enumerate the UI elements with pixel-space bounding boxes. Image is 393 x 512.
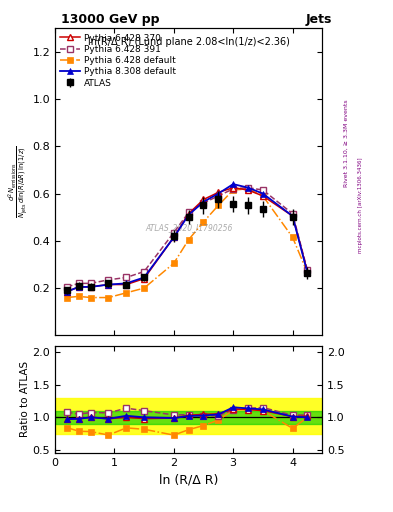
Pythia 6.428 391	[88, 280, 93, 286]
Pythia 6.428 default	[231, 187, 235, 193]
Line: Pythia 6.428 default: Pythia 6.428 default	[64, 186, 310, 301]
Pythia 6.428 default	[186, 237, 191, 243]
Pythia 6.428 default	[246, 186, 250, 192]
Legend: Pythia 6.428 370, Pythia 6.428 391, Pythia 6.428 default, Pythia 8.308 default, : Pythia 6.428 370, Pythia 6.428 391, Pyth…	[59, 33, 177, 89]
Text: ATLAS_2020_I1790256: ATLAS_2020_I1790256	[145, 223, 232, 232]
Pythia 6.428 370	[124, 282, 129, 288]
Pythia 8.308 default	[186, 212, 191, 218]
Pythia 6.428 default	[171, 260, 176, 266]
Pythia 6.428 default	[142, 285, 147, 291]
Pythia 6.428 391	[290, 210, 295, 217]
Pythia 6.428 default	[76, 293, 81, 300]
Bar	[55, 398, 322, 434]
Pythia 6.428 370	[64, 289, 69, 295]
Pythia 8.308 default	[142, 274, 147, 281]
Pythia 6.428 391	[76, 280, 81, 286]
Pythia 8.308 default	[201, 199, 206, 205]
Pythia 6.428 391	[171, 229, 176, 236]
Line: Pythia 8.308 default: Pythia 8.308 default	[64, 181, 310, 295]
Text: ln(R/Δ R) (Lund plane 2.08<ln(1/z)<2.36): ln(R/Δ R) (Lund plane 2.08<ln(1/z)<2.36)	[88, 37, 290, 48]
Pythia 6.428 370	[246, 187, 250, 193]
Pythia 6.428 default	[261, 193, 265, 199]
Pythia 6.428 370	[171, 234, 176, 240]
Pythia 6.428 370	[186, 210, 191, 217]
Pythia 6.428 default	[216, 202, 221, 208]
Text: 13000 GeV pp: 13000 GeV pp	[61, 13, 160, 26]
Pythia 6.428 370	[76, 284, 81, 290]
Text: mcplots.cern.ch [arXiv:1306.3436]: mcplots.cern.ch [arXiv:1306.3436]	[358, 157, 363, 252]
Pythia 6.428 default	[290, 234, 295, 240]
Pythia 8.308 default	[231, 181, 235, 187]
Pythia 6.428 370	[216, 189, 221, 196]
Pythia 6.428 391	[106, 277, 111, 283]
Bar	[55, 411, 322, 424]
Pythia 8.308 default	[171, 234, 176, 240]
Pythia 6.428 370	[305, 268, 310, 274]
Pythia 6.428 391	[246, 185, 250, 191]
Pythia 6.428 370	[142, 275, 147, 282]
Text: Jets: Jets	[306, 13, 332, 26]
Pythia 6.428 default	[124, 290, 129, 296]
Pythia 8.308 default	[246, 185, 250, 191]
Pythia 6.428 default	[88, 294, 93, 301]
Line: Pythia 6.428 391: Pythia 6.428 391	[64, 184, 310, 290]
Pythia 6.428 default	[201, 219, 206, 225]
Pythia 6.428 370	[201, 197, 206, 203]
Pythia 8.308 default	[88, 284, 93, 290]
Pythia 6.428 391	[64, 284, 69, 290]
Pythia 6.428 370	[261, 193, 265, 199]
Pythia 6.428 370	[290, 213, 295, 219]
Pythia 8.308 default	[261, 190, 265, 197]
Text: Rivet 3.1.10, ≥ 3.3M events: Rivet 3.1.10, ≥ 3.3M events	[344, 99, 349, 187]
Pythia 6.428 391	[305, 267, 310, 273]
Pythia 6.428 370	[106, 282, 111, 288]
Pythia 8.308 default	[76, 284, 81, 290]
Pythia 6.428 default	[64, 294, 69, 301]
Pythia 8.308 default	[64, 289, 69, 295]
Y-axis label: Ratio to ATLAS: Ratio to ATLAS	[20, 361, 29, 437]
Pythia 6.428 default	[305, 270, 310, 276]
Line: Pythia 6.428 370: Pythia 6.428 370	[64, 184, 310, 295]
Pythia 6.428 370	[88, 284, 93, 290]
Pythia 6.428 391	[186, 209, 191, 216]
Y-axis label: $\frac{d^2 N_\mathrm{emissions}}{N_\mathrm{jets}\,d\ln(R/\Delta R)\,\ln(1/z)}$: $\frac{d^2 N_\mathrm{emissions}}{N_\math…	[6, 145, 29, 218]
Pythia 6.428 391	[201, 200, 206, 206]
Pythia 8.308 default	[124, 280, 129, 286]
Pythia 8.308 default	[216, 190, 221, 197]
Pythia 6.428 391	[231, 186, 235, 192]
Pythia 8.308 default	[305, 270, 310, 276]
Pythia 6.428 391	[124, 274, 129, 281]
Pythia 8.308 default	[106, 282, 111, 288]
Pythia 6.428 default	[106, 294, 111, 301]
Pythia 6.428 391	[261, 187, 265, 193]
Pythia 8.308 default	[290, 213, 295, 219]
Pythia 6.428 370	[231, 185, 235, 191]
X-axis label: ln (R/Δ R): ln (R/Δ R)	[159, 474, 219, 486]
Pythia 6.428 391	[142, 268, 147, 274]
Pythia 6.428 391	[216, 193, 221, 199]
